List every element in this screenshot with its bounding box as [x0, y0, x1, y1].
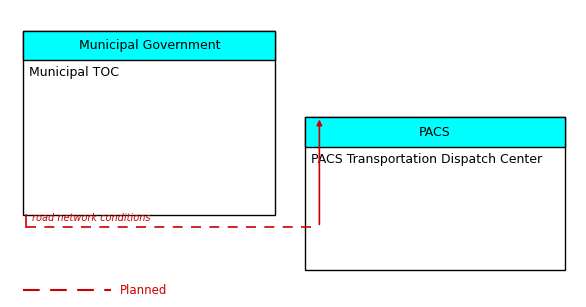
Text: PACS Transportation Dispatch Center: PACS Transportation Dispatch Center [311, 154, 541, 166]
Text: road network conditions: road network conditions [32, 213, 151, 223]
Bar [305, 117, 565, 270]
Text: Municipal Government: Municipal Government [79, 39, 220, 52]
Bar [305, 117, 565, 147]
Text: PACS: PACS [419, 126, 451, 138]
Bar [23, 31, 275, 60]
Text: Planned: Planned [120, 284, 168, 297]
Text: Municipal TOC: Municipal TOC [29, 66, 120, 79]
Bar [23, 31, 275, 215]
